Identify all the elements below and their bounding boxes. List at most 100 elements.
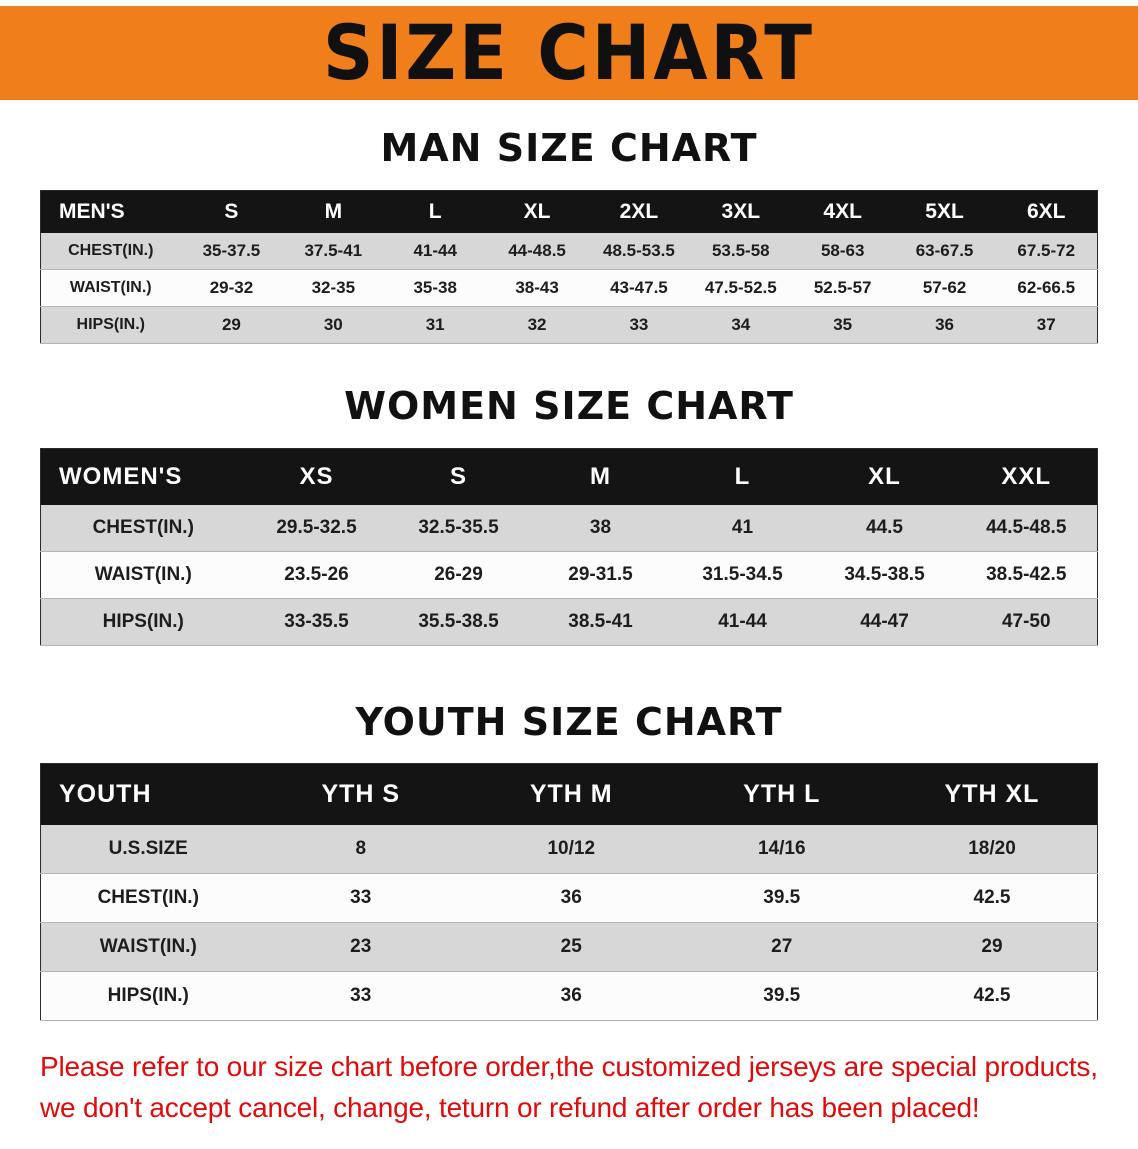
measurement-value-cell: 33 [255,971,466,1022]
measurement-value-cell: 38.5-42.5 [955,551,1098,599]
measurement-value-cell: 31.5-34.5 [671,551,814,599]
women-size-table: WOMEN'S XS S M L XL XXL CHEST(IN.) 29.5-32.5 32.5… [40,447,1098,646]
measurement-value-cell: 57-62 [893,269,996,307]
measurement-value-cell: 29.5-32.5 [245,504,388,552]
measurement-value-cell: 39.5 [676,873,887,924]
measurement-value-cell: 33 [255,873,466,924]
size-header-cell: M [282,190,385,233]
size-header-cell: XL [813,448,956,505]
measurement-value-cell: 41-44 [671,598,814,646]
measurement-value-cell: 30 [282,306,385,344]
measurement-value-cell: 47.5-52.5 [689,269,792,307]
measurement-row: CHEST(IN.) 35-37.5 37.5-41 41-44 44-48.5 48.5… [40,232,1098,270]
measurement-label-cell: WAIST(IN.) [40,922,256,973]
measurement-value-cell: 63-67.5 [893,232,996,270]
measurement-row: WAIST(IN.) 23.5-26 26-29 29-31.5 31.5-34.5 34… [40,551,1098,599]
measurement-value-cell: 14/16 [676,825,887,875]
measurement-value-cell: 37.5-41 [282,232,385,270]
measurement-value-cell: 29 [887,922,1098,973]
measurement-value-cell: 25 [466,922,677,973]
measurement-value-cell: 18/20 [887,825,1098,875]
measurement-value-cell: 29 [180,306,283,344]
measurement-value-cell: 38 [529,504,672,552]
size-header-cell: YTH L [676,763,887,826]
table-title-cell: MEN'S [40,190,181,233]
measurement-value-cell: 44-47 [813,598,956,646]
size-header-cell: L [671,448,814,505]
size-header-cell: YTH XL [887,763,1098,826]
measurement-value-cell: 29-31.5 [529,551,672,599]
measurement-value-cell: 47-50 [955,598,1098,646]
measurement-value-cell: 42.5 [887,873,1098,924]
measurement-row: HIPS(IN.) 33-35.5 35.5-38.5 38.5-41 41-44 44-… [40,598,1098,646]
size-header-cell: YTH S [255,763,466,826]
measurement-row: U.S.SIZE 8 10/12 14/16 18/20 [40,825,1098,875]
measurement-value-cell: 43-47.5 [588,269,690,307]
measurement-row: WAIST(IN.) 23 25 27 29 [40,922,1098,973]
measurement-value-cell: 44.5 [813,504,956,552]
measurement-value-cell: 32.5-35.5 [387,504,530,552]
measurement-value-cell: 39.5 [676,971,887,1022]
size-header-cell: M [529,448,672,505]
measurement-label-cell: CHEST(IN.) [40,504,246,552]
measurement-label-cell: CHEST(IN.) [40,873,256,924]
size-header-cell: 5XL [893,190,996,233]
order-notice: Please refer to our size chart before or… [40,1047,1118,1128]
women-size-chart-section: WOMEN SIZE CHART WOMEN'S XS S M L XL XXL CHEST(… [0,383,1138,646]
size-header-cell: L [384,190,487,233]
measurement-value-cell: 34 [689,306,792,344]
measurement-value-cell: 35-38 [384,269,487,307]
measurement-value-cell: 52.5-57 [791,269,894,307]
measurement-value-cell: 8 [255,825,466,875]
youth-size-table: YOUTH YTH S YTH M YTH L YTH XL U.S.SIZE 8 10/12… [40,763,1098,1022]
man-size-chart-section: MAN SIZE CHART MEN'S S M L XL 2XL 3XL 4XL 5XL 6XL… [0,126,1138,344]
women-chart-heading: WOMEN SIZE CHART [344,383,794,428]
measurement-value-cell: 10/12 [466,825,677,875]
measurement-value-cell: 33-35.5 [245,598,388,646]
measurement-value-cell: 42.5 [887,971,1098,1022]
man-chart-heading: MAN SIZE CHART [380,126,758,170]
measurement-label-cell: HIPS(IN.) [40,971,256,1022]
measurement-row: HIPS(IN.) 29 30 31 32 33 34 35 36 37 [40,306,1098,344]
measurement-label-cell: HIPS(IN.) [40,306,181,344]
measurement-value-cell: 35-37.5 [180,232,283,270]
measurement-value-cell: 32-35 [282,269,385,307]
measurement-value-cell: 62-66.5 [995,269,1098,307]
size-header-cell: YTH M [466,763,677,826]
measurement-value-cell: 33 [588,306,690,344]
measurement-value-cell: 38.5-41 [529,598,672,646]
measurement-value-cell: 26-29 [387,551,530,599]
table-title-cell: YOUTH [40,763,256,826]
measurement-value-cell: 35 [791,306,894,344]
size-header-cell: 2XL [588,190,690,233]
measurement-value-cell: 41 [671,504,814,552]
measurement-row: CHEST(IN.) 33 36 39.5 42.5 [40,873,1098,924]
measurement-value-cell: 37 [995,306,1098,344]
measurement-value-cell: 58-63 [791,232,894,270]
table-header-row: MEN'S S M L XL 2XL 3XL 4XL 5XL 6XL [40,190,1098,233]
size-header-cell: XS [245,448,388,505]
measurement-label-cell: WAIST(IN.) [40,269,181,307]
measurement-value-cell: 36 [893,306,996,344]
notice-line-2: we don't accept cancel, change, teturn o… [40,1091,980,1123]
table-header-row: YOUTH YTH S YTH M YTH L YTH XL [40,763,1098,826]
measurement-value-cell: 23 [255,922,466,973]
size-header-cell: S [387,448,530,505]
measurement-value-cell: 67.5-72 [995,232,1098,270]
measurement-value-cell: 36 [466,873,677,924]
measurement-value-cell: 34.5-38.5 [813,551,956,599]
measurement-value-cell: 27 [676,922,887,973]
table-header-row: WOMEN'S XS S M L XL XXL [40,448,1098,505]
measurement-value-cell: 44.5-48.5 [955,504,1098,552]
size-header-cell: XL [486,190,588,233]
measurement-row: WAIST(IN.) 29-32 32-35 35-38 38-43 43-47.5 47.… [40,269,1098,307]
measurement-value-cell: 35.5-38.5 [387,598,530,646]
measurement-value-cell: 38-43 [486,269,588,307]
youth-size-chart-section: YOUTH SIZE CHART YOUTH YTH S YTH M YTH L YTH… [0,701,1138,1022]
measurement-value-cell: 36 [466,971,677,1022]
size-header-cell: S [180,190,283,233]
measurement-label-cell: WAIST(IN.) [40,551,246,599]
size-header-cell: 4XL [791,190,894,233]
measurement-value-cell: 48.5-53.5 [588,232,690,270]
